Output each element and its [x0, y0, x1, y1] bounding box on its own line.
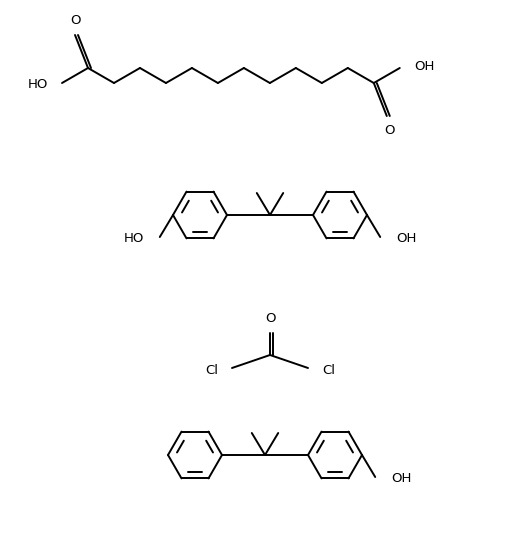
Text: OH: OH [396, 233, 417, 246]
Text: Cl: Cl [205, 364, 218, 377]
Text: OH: OH [391, 472, 412, 485]
Text: OH: OH [414, 60, 434, 73]
Text: O: O [70, 14, 80, 27]
Text: O: O [266, 312, 276, 325]
Text: HO: HO [28, 79, 48, 92]
Text: O: O [385, 124, 395, 137]
Text: Cl: Cl [322, 364, 335, 377]
Text: HO: HO [124, 233, 144, 246]
